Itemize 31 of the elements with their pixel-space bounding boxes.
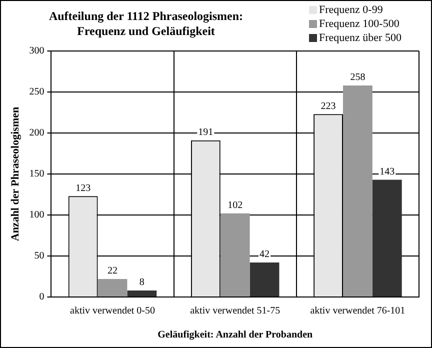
y-tick-label: 250 xyxy=(29,86,44,98)
bar xyxy=(127,290,157,296)
x-tick-label: aktiv verwendet 51-75 xyxy=(190,306,280,317)
data-label: 223 xyxy=(320,100,336,112)
y-axis-title: Anzahl der Phraseologismen xyxy=(9,106,22,242)
y-tick-label: 200 xyxy=(29,128,44,139)
x-axis-title: Geläufigkeit: Anzahl der Probanden xyxy=(158,330,313,341)
data-label: 8 xyxy=(139,277,144,288)
data-label: 22 xyxy=(108,266,118,277)
data-label: 42 xyxy=(260,249,270,260)
data-label: 102 xyxy=(228,200,243,211)
x-tick-label: aktiv verwendet 76-101 xyxy=(310,306,406,317)
data-label: 143 xyxy=(380,166,395,178)
data-label: 258 xyxy=(350,72,366,84)
bar xyxy=(372,180,402,296)
y-tick-label: 0 xyxy=(39,292,44,303)
bar xyxy=(250,262,280,296)
bar xyxy=(98,278,128,296)
data-label: 123 xyxy=(76,182,91,194)
legend-label: Frequenz 0-99 xyxy=(319,4,384,16)
y-tick-label: 300 xyxy=(29,46,44,57)
legend-label: Frequenz über 500 xyxy=(319,32,402,44)
legend-label: Frequenz 100-500 xyxy=(319,18,400,30)
y-tick-label: 150 xyxy=(29,168,44,180)
bar xyxy=(342,85,372,296)
y-tick-label: 100 xyxy=(29,210,44,221)
x-tick-label: aktiv verwendet 0-50 xyxy=(70,306,155,317)
y-tick-label: 50 xyxy=(34,250,44,262)
data-label: 191 xyxy=(198,127,214,138)
bar xyxy=(220,213,250,296)
chart-title: Aufteilung der 1112 Phraseologismen: Frequenz und Geläufigkeit xyxy=(48,9,244,38)
